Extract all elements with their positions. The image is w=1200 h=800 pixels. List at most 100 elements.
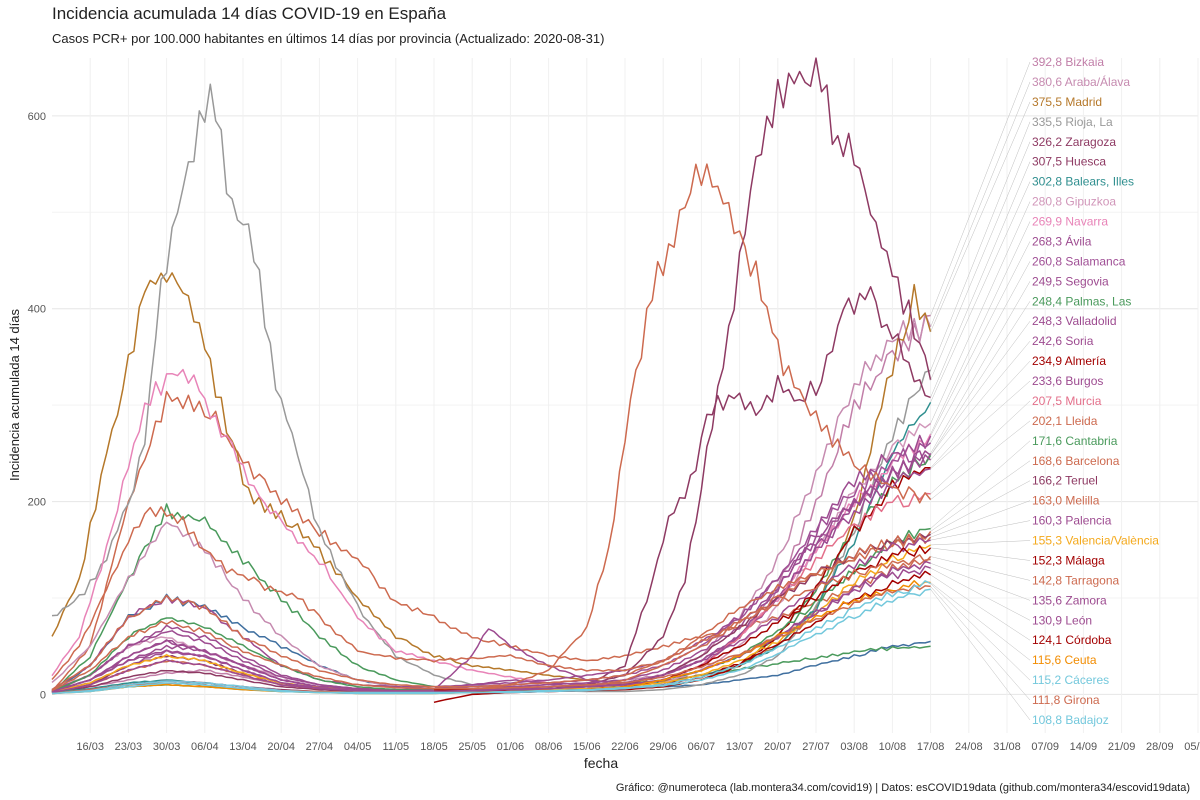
x-tick-label: 27/07 — [802, 741, 830, 753]
label-connector — [930, 241, 1031, 437]
label-connector — [930, 281, 1031, 454]
label-connector — [930, 556, 1031, 581]
end-label: 130,9 León — [1032, 613, 1092, 627]
x-tick-label: 18/05 — [420, 741, 448, 753]
label-connector — [930, 540, 1031, 546]
end-label: 335,5 Rioja, La — [1032, 115, 1113, 129]
series-line-cantabria — [51, 527, 931, 693]
y-axis-ticks: 0 200 400 600 — [28, 111, 46, 702]
series-line-palencia — [51, 537, 931, 693]
end-label: 163,0 Melilla — [1032, 494, 1100, 508]
x-tick-label: 07/09 — [1031, 741, 1059, 753]
label-connectors — [930, 61, 1031, 721]
series-line-zaragoza — [51, 57, 932, 694]
end-label: 248,3 Valladolid — [1032, 314, 1117, 328]
end-label: 269,9 Navarra — [1032, 215, 1108, 229]
label-connector — [930, 261, 1031, 443]
end-label: 171,6 Cantabria — [1032, 434, 1118, 448]
label-connector — [930, 201, 1031, 424]
end-label: 152,3 Málaga — [1032, 553, 1105, 567]
y-tick-label: 600 — [28, 111, 46, 123]
x-tick-label: 21/09 — [1108, 741, 1136, 753]
x-tick-label: 14/09 — [1070, 741, 1098, 753]
x-tick-label: 13/04 — [229, 741, 257, 753]
x-tick-label: 20/04 — [267, 741, 295, 753]
label-connector — [930, 400, 1031, 495]
series-line-tarragona — [51, 554, 932, 691]
end-label: 111,8 Girona — [1032, 693, 1100, 707]
end-label: 268,3 Ávila — [1032, 233, 1092, 248]
label-connector — [930, 563, 1031, 601]
label-connector — [930, 583, 1031, 681]
x-tick-label: 04/05 — [344, 741, 372, 753]
label-connector — [930, 582, 1031, 661]
label-connector — [930, 61, 1031, 316]
series-line-barcelona — [51, 506, 932, 680]
y-tick-label: 400 — [28, 304, 46, 316]
x-tick-label: 16/03 — [76, 741, 104, 753]
end-label: 280,8 Gipuzkoa — [1032, 195, 1116, 209]
end-labels: 392,8 Bizkaia 380,6 Araba/Álava 375,5 Madr… — [1032, 55, 1159, 727]
label-connector — [930, 567, 1031, 621]
label-connector — [930, 520, 1031, 541]
end-label: 392,8 Bizkaia — [1032, 55, 1104, 69]
x-tick-label: 20/07 — [764, 741, 792, 753]
end-label: 307,5 Huesca — [1032, 155, 1106, 169]
chart-caption: Gráfico: @numeroteca (lab.montera34.com/… — [615, 782, 1190, 794]
end-label: 380,6 Araba/Álava — [1032, 74, 1130, 89]
end-label: 233,6 Burgos — [1032, 374, 1103, 388]
end-label: 202,1 Lleida — [1032, 414, 1098, 428]
label-connector — [930, 221, 1031, 435]
y-tick-label: 0 — [40, 689, 46, 701]
end-label: 160,3 Palencia — [1032, 514, 1112, 528]
end-label: 115,6 Ceuta — [1032, 653, 1097, 667]
x-tick-label: 03/08 — [840, 741, 868, 753]
x-tick-label: 28/09 — [1146, 741, 1174, 753]
x-tick-label: 06/04 — [191, 741, 219, 753]
end-label: 108,8 Badajoz — [1032, 713, 1109, 727]
label-connector — [930, 141, 1031, 381]
end-label: 242,6 Soria — [1032, 334, 1094, 348]
x-tick-label: 08/06 — [535, 741, 563, 753]
end-label: 249,5 Segovia — [1032, 274, 1109, 288]
chart-title: Incidencia acumulada 14 días COVID-19 en… — [52, 4, 447, 23]
end-label: 142,8 Tarragona — [1032, 573, 1120, 587]
end-label: 234,9 Almería — [1032, 354, 1106, 368]
end-label: 115,2 Cáceres — [1032, 673, 1109, 687]
x-tick-label: 05/10 — [1184, 741, 1200, 753]
label-connector — [930, 460, 1031, 532]
end-label: 326,2 Zaragoza — [1032, 135, 1116, 149]
x-tick-label: 24/08 — [955, 741, 983, 753]
series-line-badajoz — [51, 588, 931, 695]
label-connector — [930, 321, 1031, 456]
label-connector — [930, 586, 1031, 701]
end-label: 302,8 Balears, Illes — [1032, 175, 1134, 189]
label-connector — [930, 440, 1031, 529]
x-tick-label: 31/08 — [993, 741, 1021, 753]
label-connector — [930, 480, 1031, 535]
series-line-otras-provincias-3 — [51, 390, 931, 692]
x-tick-label: 01/06 — [497, 741, 525, 753]
label-connector — [930, 547, 1031, 561]
series-line-gipuzkoa — [51, 422, 932, 694]
series-line-girona — [51, 584, 931, 692]
x-axis-label: fecha — [584, 755, 618, 771]
end-label: 166,2 Teruel — [1032, 474, 1098, 488]
x-tick-label: 15/06 — [573, 741, 601, 753]
label-connector — [930, 181, 1031, 403]
label-connector — [930, 81, 1031, 328]
label-connector — [930, 380, 1031, 469]
x-tick-label: 11/05 — [382, 741, 409, 753]
x-tick-label: 23/03 — [115, 741, 143, 753]
label-connector — [930, 420, 1031, 500]
end-label: 124,1 Córdoba — [1032, 633, 1112, 647]
label-connector — [930, 500, 1031, 538]
end-label: 248,4 Palmas, Las — [1032, 294, 1131, 308]
series-line-soria — [51, 454, 932, 691]
label-connector — [930, 121, 1031, 371]
y-tick-label: 200 — [28, 497, 46, 509]
series-line-navarra — [51, 368, 932, 686]
end-label: 207,5 Murcia — [1032, 394, 1102, 408]
label-connector — [930, 589, 1031, 721]
x-tick-label: 29/06 — [649, 741, 677, 753]
